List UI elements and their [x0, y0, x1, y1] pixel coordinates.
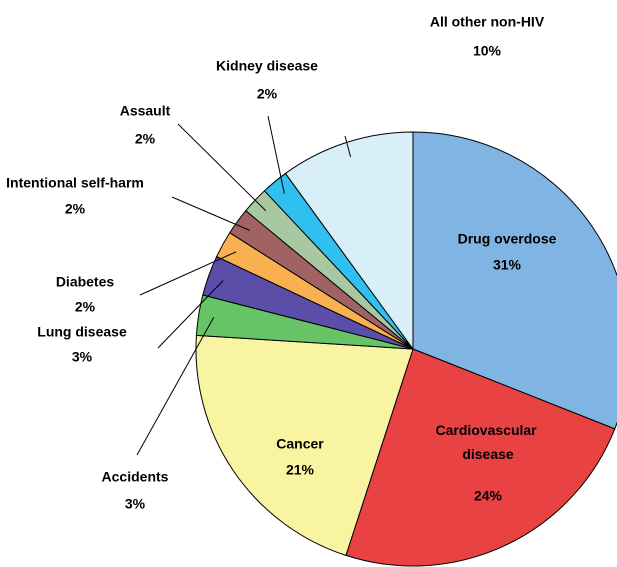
- slice-label-line: Cardiovascular: [435, 422, 540, 438]
- slice-value-label: 24%: [474, 488, 503, 504]
- slice-label: Assault: [120, 103, 171, 119]
- slice-value-label: 3%: [125, 496, 146, 512]
- slice-label: Accidents: [102, 469, 169, 485]
- slice-label: Lung disease: [37, 324, 127, 340]
- pie-slice: [284, 131, 414, 351]
- slice-value-label: 2%: [75, 299, 96, 315]
- slice-label: All other non-HIV: [430, 14, 545, 30]
- slice-label: Drug overdose: [458, 231, 557, 247]
- slice-label: Cardiovascular disease: [435, 422, 540, 462]
- leader-line: [344, 135, 352, 158]
- leader-line: [136, 317, 215, 456]
- leader-line: [177, 123, 267, 212]
- pie-slice: [345, 348, 616, 567]
- slice-label: Diabetes: [56, 274, 115, 290]
- slice-label-line: disease: [462, 446, 514, 462]
- pie-slice: [412, 131, 617, 430]
- leader-line: [171, 196, 250, 231]
- slice-value-label: 31%: [493, 257, 522, 273]
- leader-line: [157, 280, 224, 349]
- slice-value-label: 2%: [65, 201, 86, 217]
- leader-line: [139, 251, 237, 296]
- slice-label: Kidney disease: [216, 58, 318, 74]
- slice-label: Intentional self-harm: [6, 175, 144, 191]
- leader-line: [267, 115, 285, 194]
- slice-value-label: 3%: [72, 349, 93, 365]
- pie-slice: [195, 334, 414, 557]
- slice-label: Cancer: [276, 436, 324, 452]
- slice-value-label: 2%: [135, 131, 156, 147]
- slice-value-label: 2%: [257, 86, 278, 102]
- slice-value-label: 21%: [286, 462, 315, 478]
- slice-value-label: 10%: [473, 43, 502, 59]
